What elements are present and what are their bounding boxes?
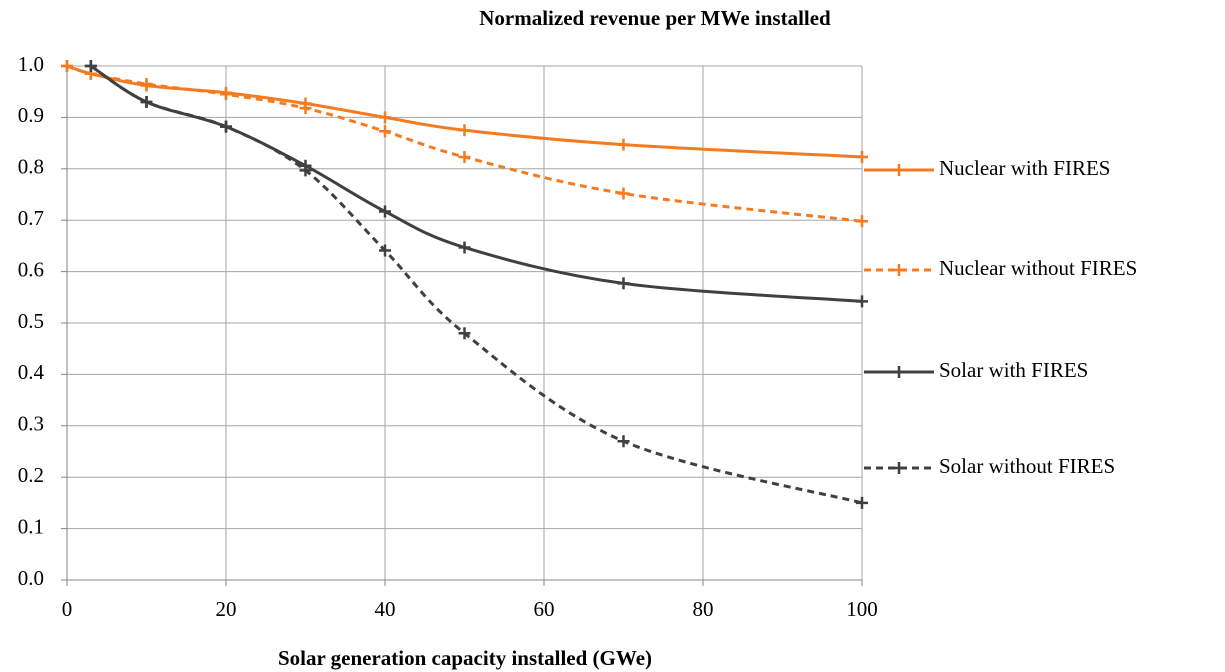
y-tick-label: 0.5 bbox=[18, 309, 44, 333]
point-marker bbox=[458, 124, 471, 137]
point-marker bbox=[220, 120, 232, 133]
y-tick-label: 1.0 bbox=[18, 52, 44, 76]
point-marker bbox=[856, 295, 868, 308]
legend-marker bbox=[893, 462, 905, 474]
y-tick-label: 0.0 bbox=[18, 566, 44, 590]
legend-marker bbox=[893, 366, 905, 378]
legend-label: Nuclear with FIRES bbox=[939, 156, 1110, 180]
point-marker bbox=[458, 327, 471, 340]
y-tick-label: 0.8 bbox=[18, 155, 44, 179]
x-tick-label: 0 bbox=[62, 597, 73, 621]
x-tick-label: 100 bbox=[846, 597, 878, 621]
y-tick-label: 0.1 bbox=[18, 514, 44, 538]
series-line bbox=[90, 64, 863, 303]
x-tick-label: 40 bbox=[375, 597, 396, 621]
y-tick-label: 0.4 bbox=[18, 360, 45, 384]
y-tick-label: 0.7 bbox=[18, 206, 44, 230]
point-marker bbox=[458, 150, 471, 163]
point-marker bbox=[299, 164, 312, 177]
point-marker bbox=[220, 88, 232, 101]
point-marker bbox=[379, 125, 391, 138]
legend-label: Solar with FIRES bbox=[939, 358, 1088, 382]
point-marker bbox=[617, 187, 630, 200]
point-marker bbox=[140, 95, 153, 108]
point-marker bbox=[856, 150, 868, 163]
point-marker bbox=[299, 102, 312, 115]
y-tick-label: 0.3 bbox=[18, 412, 44, 436]
point-marker bbox=[379, 205, 391, 218]
legend-label: Nuclear without FIRES bbox=[939, 256, 1137, 280]
legend-marker bbox=[893, 264, 905, 276]
x-tick-label: 60 bbox=[534, 597, 555, 621]
point-marker bbox=[856, 496, 868, 509]
point-marker bbox=[617, 435, 630, 448]
point-marker bbox=[84, 60, 97, 72]
y-tick-label: 0.2 bbox=[18, 463, 44, 487]
point-marker bbox=[379, 244, 391, 257]
x-axis-label: Solar generation capacity installed (GWe… bbox=[278, 646, 652, 670]
legend-marker bbox=[893, 164, 905, 176]
point-marker bbox=[61, 60, 73, 72]
x-tick-label: 80 bbox=[693, 597, 714, 621]
point-marker bbox=[458, 241, 471, 254]
chart-title: Normalized revenue per MWe installed bbox=[479, 6, 831, 30]
point-marker bbox=[617, 138, 630, 151]
y-tick-label: 0.6 bbox=[18, 257, 44, 281]
point-marker bbox=[140, 77, 153, 90]
x-tick-label: 20 bbox=[216, 597, 237, 621]
series-line bbox=[66, 64, 863, 223]
y-tick-label: 0.9 bbox=[18, 103, 44, 127]
legend-label: Solar without FIRES bbox=[939, 454, 1115, 478]
point-marker bbox=[856, 215, 868, 228]
point-marker bbox=[617, 277, 630, 290]
series-line bbox=[66, 64, 863, 159]
point-marker bbox=[379, 111, 391, 124]
